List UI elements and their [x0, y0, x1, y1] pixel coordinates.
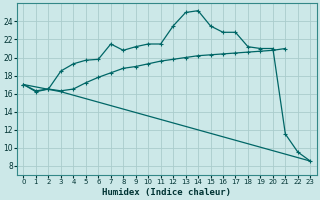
- X-axis label: Humidex (Indice chaleur): Humidex (Indice chaleur): [102, 188, 231, 197]
